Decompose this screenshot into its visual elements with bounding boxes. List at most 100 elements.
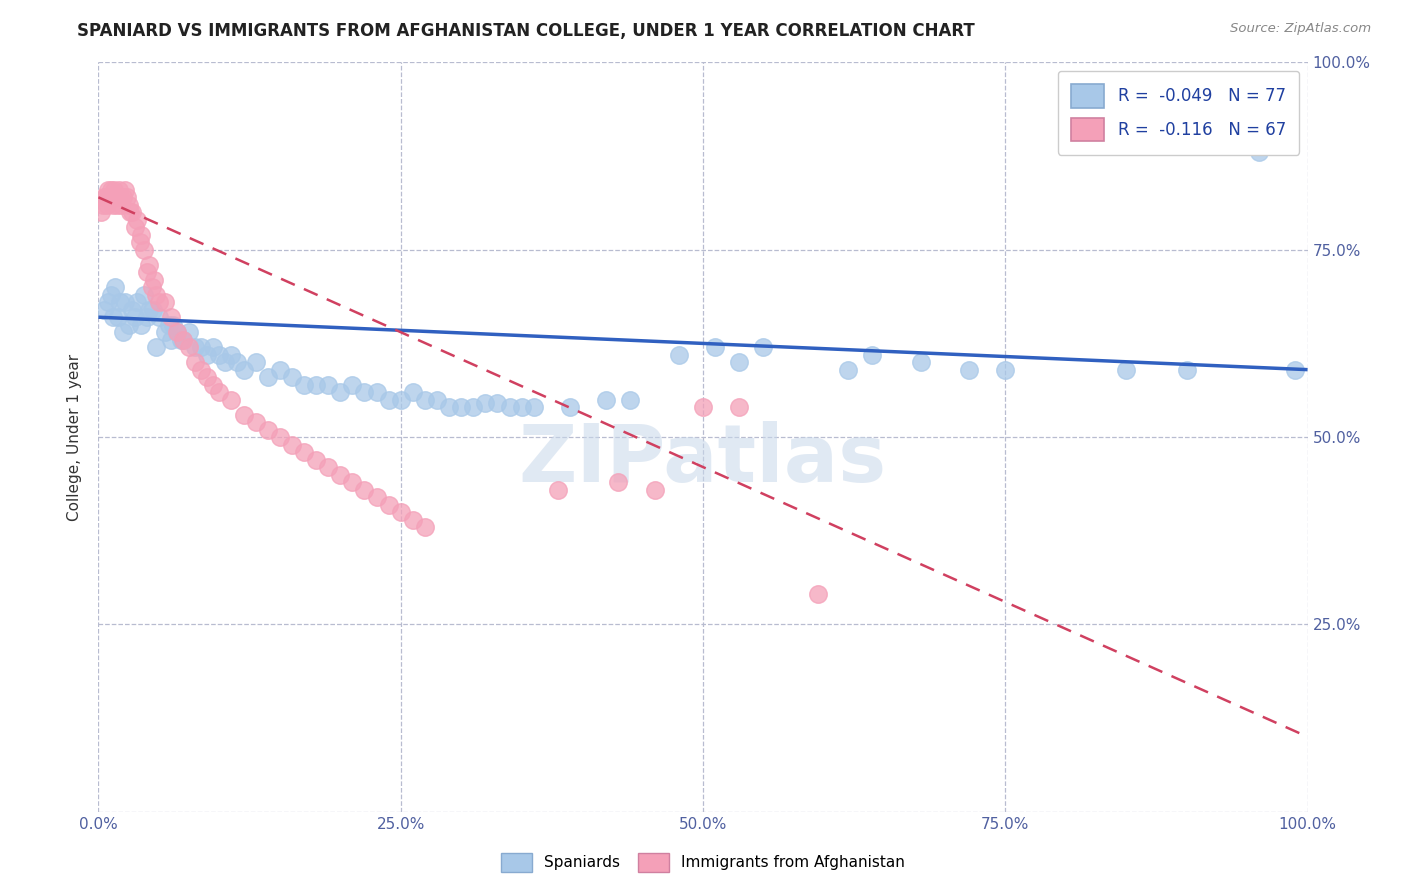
Point (353, 483, 375, 497)
Point (105, 198, 128, 212)
Point (160, 333, 183, 347)
Point (413, 520, 436, 534)
Point (148, 295, 170, 310)
Point (190, 340, 212, 354)
Point (135, 265, 157, 279)
Point (704, 340, 727, 354)
Point (245, 415, 267, 429)
Point (202, 340, 225, 354)
Point (860, 348, 883, 362)
Point (316, 460, 339, 475)
Point (994, 362, 1017, 376)
Point (145, 340, 167, 354)
Point (127, 295, 149, 310)
Point (226, 355, 249, 369)
Point (141, 280, 163, 294)
Point (153, 325, 176, 339)
Point (221, 348, 243, 362)
Point (389, 392, 412, 407)
Point (117, 190, 139, 204)
Point (103, 183, 125, 197)
Point (107, 310, 129, 325)
Point (166, 325, 188, 339)
Point (728, 355, 751, 369)
Text: ZIPatlas: ZIPatlas (519, 420, 887, 499)
Point (134, 243, 156, 257)
Point (101, 198, 124, 212)
Point (1249, 145, 1271, 160)
Point (166, 325, 188, 339)
Point (413, 392, 436, 407)
Point (128, 235, 150, 250)
Point (437, 400, 460, 414)
Point (377, 498, 399, 512)
Point (292, 377, 315, 392)
Point (104, 190, 127, 204)
Text: SPANIARD VS IMMIGRANTS FROM AFGHANISTAN COLLEGE, UNDER 1 YEAR CORRELATION CHART: SPANIARD VS IMMIGRANTS FROM AFGHANISTAN … (77, 22, 976, 40)
Point (127, 212, 149, 227)
Point (184, 340, 207, 354)
Point (668, 348, 690, 362)
Point (138, 302, 160, 317)
Point (135, 310, 157, 325)
Point (169, 333, 191, 347)
Point (474, 396, 496, 410)
Point (111, 190, 134, 204)
Point (208, 385, 231, 400)
Point (100, 190, 122, 204)
Point (121, 205, 143, 219)
Point (957, 362, 980, 376)
Point (142, 302, 165, 317)
Point (1175, 362, 1198, 376)
Point (292, 445, 315, 459)
Point (100, 287, 122, 301)
Point (329, 385, 352, 400)
Point (353, 385, 375, 400)
Point (305, 377, 328, 392)
Legend: Spaniards, Immigrants from Afghanistan: Spaniards, Immigrants from Afghanistan (494, 845, 912, 880)
Point (118, 198, 141, 212)
Point (162, 318, 184, 332)
Point (118, 318, 141, 332)
Point (111, 325, 134, 339)
Point (118, 205, 141, 219)
Point (100, 183, 122, 197)
Point (108, 295, 131, 310)
Point (108, 183, 131, 197)
Point (221, 392, 243, 407)
Point (692, 400, 714, 414)
Point (114, 183, 136, 197)
Point (752, 340, 775, 354)
Point (129, 318, 152, 332)
Point (366, 385, 388, 400)
Point (644, 483, 666, 497)
Point (172, 333, 194, 347)
Point (104, 280, 127, 294)
Point (91, 198, 114, 212)
Point (498, 400, 520, 414)
Point (97, 183, 120, 197)
Point (195, 370, 218, 384)
Point (101, 310, 124, 325)
Text: Source: ZipAtlas.com: Source: ZipAtlas.com (1230, 22, 1371, 36)
Point (195, 348, 218, 362)
Point (281, 437, 304, 451)
Point (96, 198, 118, 212)
Point (114, 295, 136, 310)
Point (402, 512, 425, 526)
Point (138, 258, 160, 272)
Point (172, 333, 194, 347)
Point (450, 400, 472, 414)
Point (281, 370, 304, 384)
Point (124, 310, 146, 325)
Point (93, 190, 115, 204)
Point (256, 370, 278, 384)
Point (728, 400, 751, 414)
Point (510, 400, 533, 414)
Point (245, 355, 267, 369)
Point (837, 362, 859, 376)
Point (366, 490, 388, 504)
Point (208, 348, 231, 362)
Point (377, 392, 399, 407)
Point (94, 190, 117, 204)
